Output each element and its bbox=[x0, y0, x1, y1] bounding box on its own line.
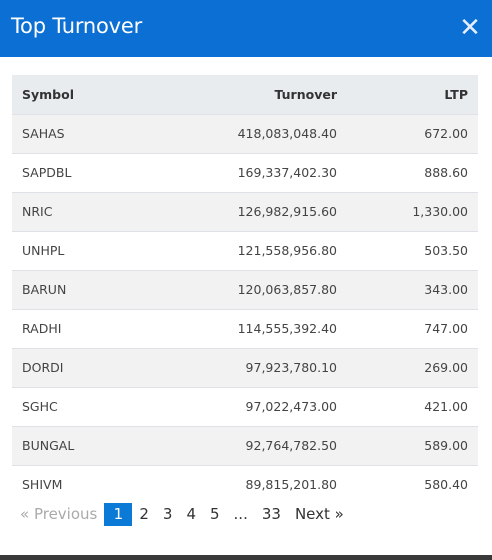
cell-symbol: UNHPL bbox=[22, 243, 65, 258]
cell-ltp: 1,330.00 bbox=[412, 204, 468, 219]
turnover-table-container: Symbol Turnover LTP SAHAS 418,083,048.40… bbox=[12, 75, 478, 504]
cell-ltp: 580.40 bbox=[424, 477, 468, 493]
pagination-page-last[interactable]: 33 bbox=[261, 505, 281, 523]
pagination-page-5[interactable]: 5 bbox=[209, 505, 220, 523]
cell-ltp: 503.50 bbox=[424, 243, 468, 258]
cell-symbol: SHIVM bbox=[22, 477, 63, 493]
cell-symbol: BUNGAL bbox=[22, 438, 75, 453]
cell-ltp: 888.60 bbox=[424, 165, 468, 180]
cell-turnover: 114,555,392.40 bbox=[237, 321, 337, 336]
modal-title: Top Turnover bbox=[11, 14, 143, 38]
cell-ltp: 421.00 bbox=[424, 399, 468, 414]
pagination: « Previous 1 2 3 4 5 ... 33 Next » bbox=[12, 503, 351, 526]
table-row: UNHPL 121,558,956.80 503.50 bbox=[12, 231, 478, 270]
cell-ltp: 343.00 bbox=[424, 282, 468, 297]
header-ltp: LTP bbox=[444, 86, 468, 102]
table-row: RADHI 114,555,392.40 747.00 bbox=[12, 309, 478, 348]
cell-symbol: SGHC bbox=[22, 399, 58, 414]
cell-turnover: 169,337,402.30 bbox=[237, 165, 337, 180]
cell-symbol: SAPDBL bbox=[22, 165, 72, 180]
pagination-page-4[interactable]: 4 bbox=[186, 505, 196, 523]
cell-ltp: 747.00 bbox=[424, 321, 468, 336]
pagination-ellipsis: ... bbox=[233, 505, 248, 523]
background-page-strip bbox=[0, 550, 492, 560]
cell-turnover: 97,022,473.00 bbox=[245, 399, 337, 414]
cell-symbol: NRIC bbox=[22, 204, 53, 219]
table-row: NRIC 126,982,915.60 1,330.00 bbox=[12, 192, 478, 231]
table-row: BARUN 120,063,857.80 343.00 bbox=[12, 270, 478, 309]
table-row: SAPDBL 169,337,402.30 888.60 bbox=[12, 153, 478, 192]
cell-symbol: DORDI bbox=[22, 360, 64, 375]
table-row: BUNGAL 92,764,782.50 589.00 bbox=[12, 426, 478, 465]
background-page-bar bbox=[0, 555, 492, 560]
cell-symbol: BARUN bbox=[22, 282, 67, 297]
pagination-page-3[interactable]: 3 bbox=[162, 505, 173, 523]
cell-turnover: 120,063,857.80 bbox=[237, 282, 337, 297]
table-header-row: Symbol Turnover LTP bbox=[12, 75, 478, 114]
cell-turnover: 126,982,915.60 bbox=[237, 204, 337, 219]
pagination-previous[interactable]: « Previous bbox=[20, 505, 98, 523]
table-row: DORDI 97,923,780.10 269.00 bbox=[12, 348, 478, 387]
modal-header: Top Turnover ✕ bbox=[0, 0, 492, 57]
pagination-page-1[interactable]: 1 bbox=[104, 503, 133, 526]
pagination-next[interactable]: Next » bbox=[294, 505, 344, 523]
pagination-page-2[interactable]: 2 bbox=[139, 505, 149, 523]
cell-ltp: 672.00 bbox=[424, 126, 468, 141]
turnover-table: Symbol Turnover LTP SAHAS 418,083,048.40… bbox=[12, 75, 478, 504]
cell-turnover: 418,083,048.40 bbox=[237, 126, 337, 141]
cell-turnover: 121,558,956.80 bbox=[237, 243, 337, 258]
cell-turnover: 97,923,780.10 bbox=[245, 360, 337, 375]
table-row: SGHC 97,022,473.00 421.00 bbox=[12, 387, 478, 426]
cell-ltp: 589.00 bbox=[424, 438, 468, 453]
cell-ltp: 269.00 bbox=[424, 360, 468, 375]
cell-symbol: RADHI bbox=[22, 321, 62, 336]
close-icon[interactable]: ✕ bbox=[459, 12, 481, 42]
header-symbol: Symbol bbox=[22, 86, 74, 102]
table-row: SHIVM 89,815,201.80 580.40 bbox=[12, 465, 478, 504]
cell-turnover: 89,815,201.80 bbox=[245, 477, 337, 493]
cell-symbol: SAHAS bbox=[22, 126, 65, 141]
cell-turnover: 92,764,782.50 bbox=[245, 438, 337, 453]
header-turnover: Turnover bbox=[274, 86, 338, 102]
table-row: SAHAS 418,083,048.40 672.00 bbox=[12, 114, 478, 153]
